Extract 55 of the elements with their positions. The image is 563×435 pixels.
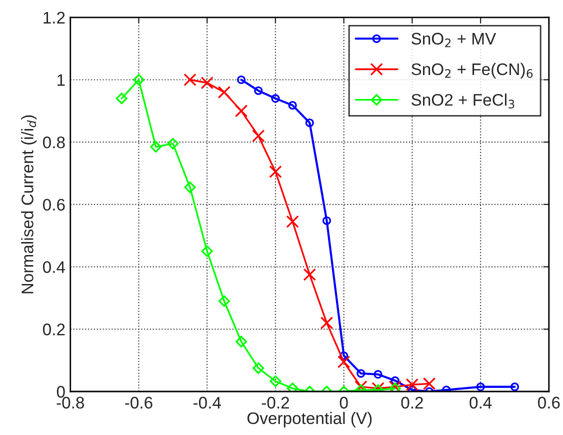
point	[184, 182, 196, 194]
point	[252, 129, 265, 142]
x-tick-label: -0.4	[193, 396, 221, 409]
y-tick-label: 0	[56, 386, 65, 398]
x-tick-label: 0	[340, 396, 348, 409]
point	[340, 351, 348, 360]
point	[234, 104, 248, 118]
y-tick-label: 1.2	[44, 12, 65, 24]
point	[476, 382, 485, 392]
y-tick-label: 0.8	[43, 136, 65, 148]
point	[406, 378, 419, 392]
point	[286, 215, 299, 228]
point	[254, 86, 263, 95]
x-tick-label: 0.6	[538, 396, 560, 409]
legend-label: SnO2 + FeCl$_{3}$	[412, 94, 514, 108]
x-tick-label: -0.8	[56, 396, 84, 409]
point	[200, 76, 214, 90]
point	[201, 245, 213, 257]
y-tick-label: 0.4	[43, 261, 66, 274]
point	[252, 362, 264, 374]
x-axis-title: Overpotential (V)	[247, 412, 372, 428]
legend-label: SnO$_{2}$ + Fe(CN)$_{6}$	[412, 62, 533, 78]
point	[356, 369, 366, 378]
point	[303, 268, 316, 281]
point	[270, 375, 282, 387]
point	[132, 74, 144, 86]
point	[218, 86, 231, 99]
point	[150, 141, 162, 153]
y-tick-label: 0.6	[43, 198, 65, 211]
point	[390, 376, 400, 385]
point	[236, 75, 246, 84]
point	[337, 355, 350, 368]
point	[422, 377, 436, 390]
point	[510, 382, 520, 392]
point	[271, 94, 280, 103]
point	[269, 165, 282, 178]
point	[320, 316, 334, 330]
point	[322, 216, 332, 225]
point	[236, 336, 248, 348]
point	[116, 92, 128, 104]
point	[184, 73, 196, 86]
x-tick-label: -0.6	[125, 396, 152, 409]
point	[374, 370, 382, 379]
x-tick-label: 0.4	[470, 396, 492, 409]
y-axis-title: Normalised Current (i/i$_{d}$)	[21, 115, 37, 294]
point	[218, 295, 230, 307]
point	[286, 382, 298, 392]
point	[288, 101, 297, 110]
point	[305, 118, 314, 128]
point	[167, 138, 179, 150]
x-tick-label: -0.2	[262, 396, 289, 409]
legend-label: SnO$_{2}$ + MV	[412, 32, 496, 48]
x-tick-label: 0.2	[401, 396, 423, 409]
y-tick-label: 0.2	[43, 324, 65, 336]
y-tick-label: 1	[58, 74, 65, 86]
